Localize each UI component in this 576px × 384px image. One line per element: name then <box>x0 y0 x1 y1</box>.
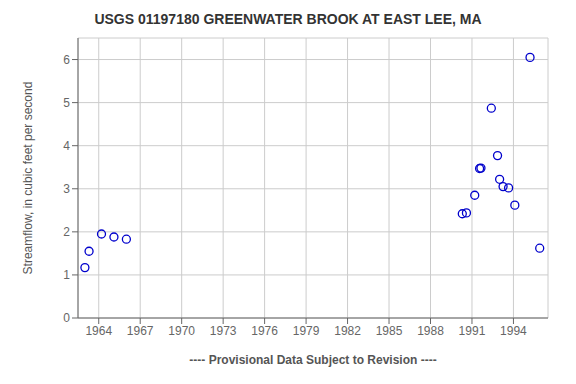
svg-text:3: 3 <box>63 182 70 196</box>
svg-text:2: 2 <box>63 225 70 239</box>
svg-text:1985: 1985 <box>376 324 403 338</box>
svg-text:4: 4 <box>63 139 70 153</box>
svg-text:1: 1 <box>63 268 70 282</box>
svg-text:1994: 1994 <box>500 324 527 338</box>
svg-text:1970: 1970 <box>168 324 195 338</box>
svg-text:1964: 1964 <box>85 324 112 338</box>
html-text:USGS 01197180 GREENWATER BROOK: USGS 01197180 GREENWATER BROOK AT EAST L… <box>94 11 482 27</box>
svg-text:1973: 1973 <box>210 324 237 338</box>
svg-text:0: 0 <box>63 311 70 325</box>
svg-text:---- Provisional Data Subject: ---- Provisional Data Subject to Revisio… <box>189 353 436 367</box>
svg-text:1988: 1988 <box>417 324 444 338</box>
svg-text:1982: 1982 <box>334 324 361 338</box>
svg-text:Streamflow, in cubic feet per: Streamflow, in cubic feet per second <box>21 82 35 275</box>
svg-text:6: 6 <box>63 53 70 67</box>
svg-text:1967: 1967 <box>127 324 154 338</box>
svg-text:1991: 1991 <box>459 324 486 338</box>
svg-text:1976: 1976 <box>251 324 278 338</box>
svg-text:5: 5 <box>63 96 70 110</box>
svg-text:1979: 1979 <box>293 324 320 338</box>
